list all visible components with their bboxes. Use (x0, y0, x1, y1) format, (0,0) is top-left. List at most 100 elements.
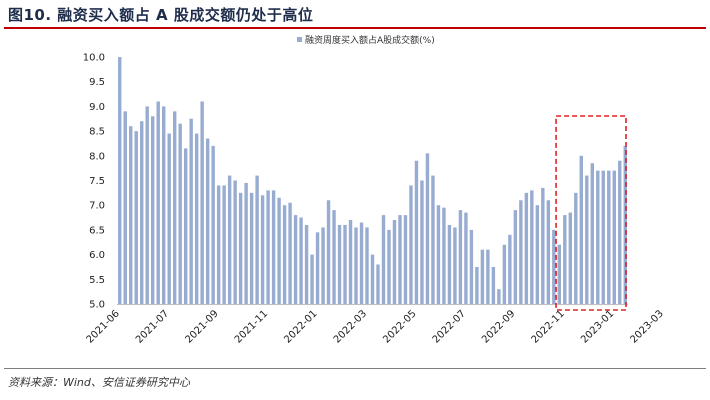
bar (425, 153, 430, 304)
bar (145, 106, 149, 305)
bar (343, 224, 347, 304)
x-tick-label: 2022-01 (282, 308, 319, 345)
y-tick-label: 9.5 (89, 77, 105, 88)
bar (530, 190, 534, 304)
chart-legend: 融资周度买入额占A股成交额(%) (297, 34, 435, 46)
bar (337, 224, 342, 304)
title-divider (4, 27, 706, 29)
y-tick-label: 5.5 (89, 275, 105, 286)
bar (260, 195, 265, 304)
bar (299, 217, 303, 304)
bar (310, 254, 314, 304)
bar (469, 229, 474, 304)
x-tick-label: 2022-07 (431, 308, 468, 345)
bar (464, 212, 468, 304)
x-tick-label: 2023-01 (579, 308, 616, 345)
bar (134, 131, 138, 304)
x-tick-label: 2022-11 (530, 308, 567, 345)
bar (431, 175, 435, 304)
bar (211, 145, 215, 304)
bar (167, 133, 171, 304)
legend-label: 融资周度买入额占A股成交额(%) (305, 34, 435, 46)
legend-swatch (297, 37, 302, 42)
bar (557, 244, 562, 304)
x-tick-label: 2022-05 (381, 308, 418, 345)
bar (491, 266, 496, 304)
x-axis: 2021-06 2021-07 2021-09 2021-11 2022-01 2022-… (85, 304, 666, 346)
highlight-box (555, 115, 627, 311)
bar (151, 116, 155, 304)
bar (321, 227, 325, 304)
bar (392, 220, 397, 304)
bar (519, 200, 523, 304)
bar (475, 266, 479, 304)
x-tick-label: 2021-06 (85, 308, 122, 345)
bar (447, 224, 452, 304)
bar (398, 215, 402, 304)
x-tick-label: 2022-09 (480, 308, 517, 345)
bar (282, 205, 287, 304)
bar (233, 180, 237, 304)
bar (579, 155, 583, 304)
bar (370, 254, 375, 304)
bar (541, 187, 545, 304)
bar (315, 232, 320, 304)
x-tick-label: 2021-09 (183, 308, 220, 345)
bar (249, 192, 254, 304)
bar (436, 205, 441, 304)
bar (381, 215, 386, 304)
y-tick-label: 5.0 (89, 300, 105, 311)
bar (205, 138, 210, 304)
x-tick-label: 2023-03 (629, 308, 666, 345)
bar (458, 210, 463, 304)
bar (288, 202, 292, 304)
bar (590, 163, 594, 304)
bar (486, 249, 490, 304)
bar (156, 101, 160, 305)
bar (387, 229, 391, 304)
bar (118, 57, 122, 304)
bar (359, 222, 364, 304)
y-tick-label: 6.0 (89, 250, 105, 261)
bar (601, 170, 605, 304)
y-tick-label: 7.0 (89, 201, 105, 212)
bar (293, 215, 298, 304)
bar (183, 148, 188, 304)
bar (222, 185, 226, 304)
bar (574, 192, 578, 304)
bar (304, 224, 309, 304)
bar (123, 111, 127, 304)
bar (189, 118, 193, 304)
y-tick-label: 6.5 (89, 225, 105, 236)
bar (326, 200, 331, 304)
bar (376, 264, 380, 304)
bar (607, 170, 611, 304)
bar (271, 190, 276, 304)
bar (332, 210, 336, 304)
bar (618, 160, 622, 304)
x-tick-label: 2021-07 (134, 308, 171, 345)
bar (612, 170, 616, 304)
source-note: 资料来源：Wind、安信证券研究中心 (8, 376, 190, 389)
bar (420, 180, 424, 304)
bar (200, 101, 204, 305)
footer-divider (4, 368, 706, 369)
bar (596, 170, 600, 304)
bar (172, 111, 177, 304)
bar (129, 126, 133, 304)
bar (194, 133, 199, 304)
bar (535, 205, 540, 304)
bar (365, 227, 369, 304)
bar (277, 197, 281, 304)
bar (552, 229, 556, 304)
bar (216, 185, 221, 304)
bar (140, 121, 144, 304)
bar (513, 210, 518, 304)
bar (238, 192, 243, 304)
bar (227, 175, 232, 304)
bar-series (118, 57, 627, 305)
y-tick-label: 7.5 (89, 176, 105, 187)
bar (354, 227, 358, 304)
y-tick-label: 8.5 (89, 127, 105, 138)
bar (546, 200, 551, 304)
